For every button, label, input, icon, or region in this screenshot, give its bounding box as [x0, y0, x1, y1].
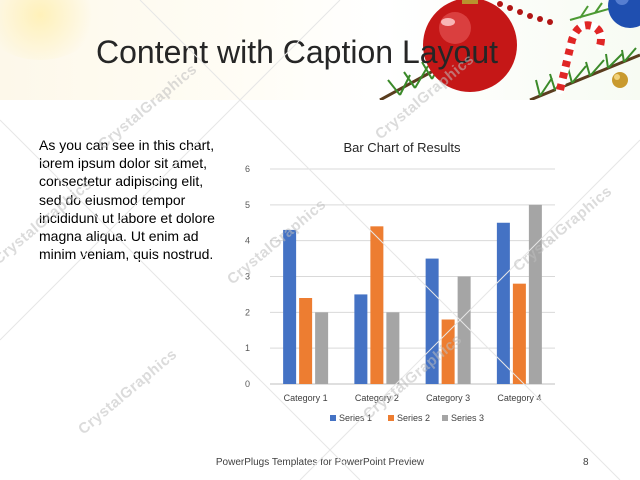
bar-series-1 — [425, 258, 439, 384]
x-category-label: Category 3 — [426, 393, 470, 403]
page-number: 8 — [583, 457, 589, 468]
bar-series-3 — [386, 312, 400, 384]
legend-swatch — [330, 415, 336, 421]
legend-swatch — [388, 415, 394, 421]
caption-text: As you can see in this chart, lorem ipsu… — [39, 137, 215, 263]
y-tick-label: 6 — [245, 164, 250, 174]
bar-series-1 — [496, 222, 510, 384]
bar-series-2 — [512, 283, 526, 384]
y-tick-label: 4 — [245, 236, 250, 246]
slide-title: Content with Caption Layout — [96, 34, 499, 70]
bar-series-3 — [315, 312, 329, 384]
bar-series-1 — [354, 294, 368, 384]
bar-series-1 — [283, 229, 297, 384]
y-tick-label: 5 — [245, 200, 250, 210]
bar-series-2 — [370, 226, 384, 384]
blue-ornament-icon — [608, 0, 640, 28]
bar-chart: Bar Chart of Results 0 1 2 3 4 5 6 Category 1 C… — [245, 140, 555, 423]
bar-series-2 — [441, 319, 455, 384]
chart-title: Bar Chart of Results — [343, 140, 461, 155]
y-tick-label: 3 — [245, 272, 250, 282]
bar-series-3 — [457, 276, 471, 384]
legend-label: Series 2 — [397, 413, 430, 423]
x-category-label: Category 2 — [355, 393, 399, 403]
y-tick-label: 2 — [245, 307, 250, 317]
light-glow — [0, 0, 100, 60]
x-category-label: Category 1 — [284, 393, 328, 403]
watermark: CrystalGraphics — [75, 345, 181, 439]
y-tick-label: 1 — [245, 343, 250, 353]
gold-ornament-icon — [612, 72, 628, 88]
x-category-label: Category 4 — [497, 393, 541, 403]
legend-label: Series 3 — [451, 413, 484, 423]
bar-series-3 — [528, 204, 542, 384]
y-tick-label: 0 — [245, 379, 250, 389]
legend-swatch — [442, 415, 448, 421]
legend-label: Series 1 — [339, 413, 372, 423]
footer-text: PowerPlugs Templates for PowerPoint Prev… — [215, 457, 425, 468]
bar-series-2 — [299, 298, 313, 384]
